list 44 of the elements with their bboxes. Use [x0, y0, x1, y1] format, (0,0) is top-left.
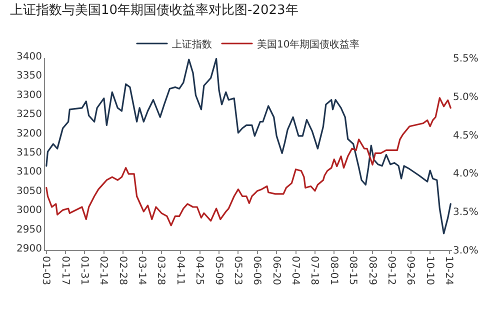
y2-tick-label: 5.0% [453, 92, 478, 103]
y2-tick-label: 5.5% [453, 54, 478, 64]
x-tick-label: 02-28 [116, 256, 128, 286]
x-tick-label: 08-01 [328, 256, 339, 286]
x-tick-label: 06-20 [270, 256, 282, 286]
x-tick-label: 01-17 [59, 256, 70, 286]
x-tick-label: 08-15 [347, 256, 358, 286]
y-tick-label: 3000 [16, 205, 42, 216]
y2-tick-label: 4.5% [453, 130, 478, 142]
y-tick-label: 3300 [16, 90, 42, 101]
y-tick-label: 3150 [16, 148, 42, 158]
chart-title: 上证指数与美国10年期国债收益率对比图-2023年 [10, 2, 298, 18]
y2-tick-label: 3.5% [453, 207, 478, 218]
legend-label: 上证指数 [172, 38, 212, 50]
x-tick-label: 08-29 [366, 256, 378, 286]
x-tick-label: 09-12 [385, 256, 396, 286]
x-tick-label: 03-28 [155, 256, 166, 286]
x-tick-label: 03-14 [136, 256, 148, 286]
x-tick-label: 05-23 [232, 256, 243, 286]
x-tick-label: 04-11 [174, 256, 186, 286]
x-tick-label: 07-04 [290, 256, 301, 286]
line-series [46, 58, 452, 234]
x-tick-label: 06-06 [251, 256, 262, 286]
x-tick-label: 01-03 [40, 256, 52, 286]
y-tick-label: 3250 [16, 109, 42, 120]
x-tick-label: 07-18 [308, 256, 320, 286]
x-tick-label: 05-09 [212, 256, 224, 286]
line-series [46, 97, 452, 226]
y-tick-label: 3350 [16, 70, 42, 82]
x-tick-label: 04-25 [194, 256, 205, 286]
y-tick-label: 3050 [16, 186, 42, 197]
y2-tick-label: 3.0% [453, 246, 478, 256]
y-tick-label: 2950 [16, 224, 42, 236]
x-tick-label: 09-26 [404, 256, 416, 286]
legend-label: 美国10年期国债收益率 [257, 38, 360, 50]
y-tick-label: 3200 [16, 128, 42, 140]
x-tick-label: 10-24 [443, 256, 454, 286]
x-tick-label: 10-10 [424, 256, 435, 286]
y2-tick-label: 4.0% [453, 168, 478, 180]
x-tick-label: 01-31 [78, 256, 90, 286]
x-tick-label: 02-14 [98, 256, 109, 286]
y-tick-label: 3100 [16, 166, 42, 178]
y-tick-label: 2900 [16, 244, 42, 254]
y-tick-label: 3400 [16, 52, 42, 62]
